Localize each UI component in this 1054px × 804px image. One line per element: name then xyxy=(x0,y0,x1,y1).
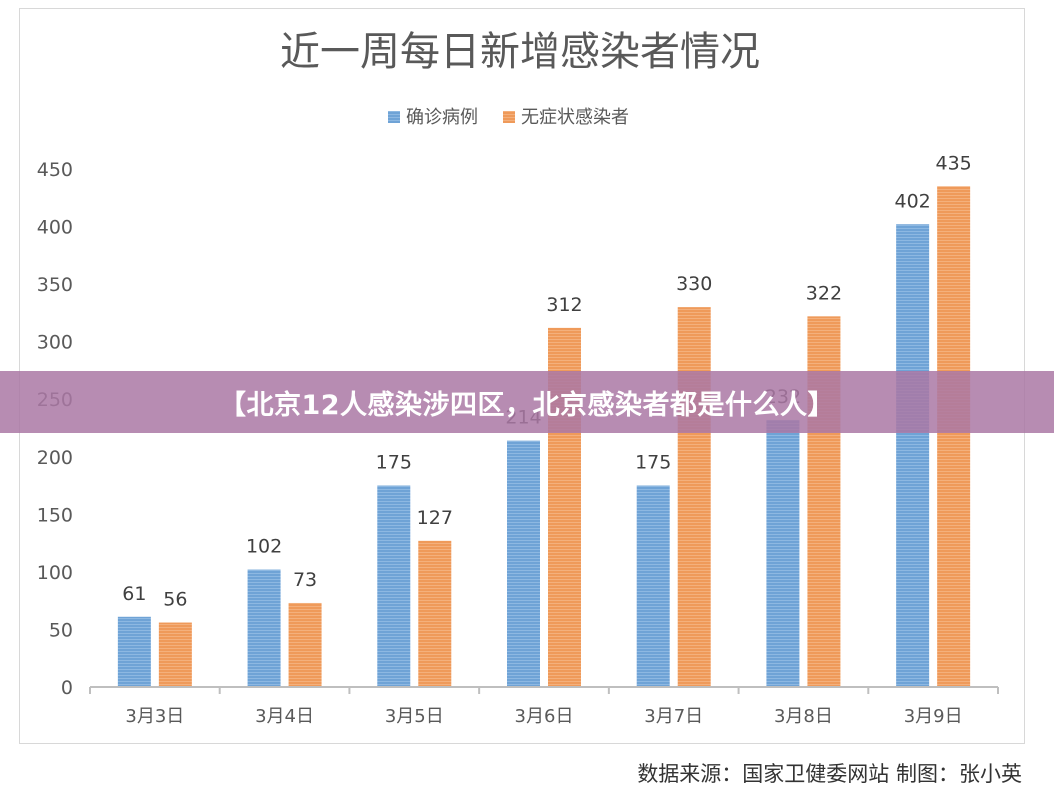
y-tick-label: 100 xyxy=(37,562,73,584)
legend-label-confirmed: 确诊病例 xyxy=(406,107,478,128)
x-axis: 3月3日 3月4日 3月5日 3月6日 3月7日 3月8日 3月9日 xyxy=(89,686,999,727)
data-label-confirmed: 102 xyxy=(246,536,282,558)
y-tick-label: 0 xyxy=(61,677,73,699)
bar-confirmed[interactable] xyxy=(896,224,930,687)
x-tick-label: 3月5日 xyxy=(385,706,444,727)
bar-asymptomatic[interactable] xyxy=(937,186,971,687)
y-tick-label: 200 xyxy=(37,447,73,469)
data-label-confirmed: 402 xyxy=(895,190,931,212)
chart-title: 近一周每日新增感染者情况 xyxy=(280,29,760,75)
bar-asymptomatic[interactable] xyxy=(288,602,322,687)
legend-label-asymptomatic: 无症状感染者 xyxy=(521,107,629,128)
y-tick-label: 350 xyxy=(37,274,73,296)
source-credit: 数据来源：国家卫健委网站 制图：张小英 xyxy=(637,762,1022,786)
data-label-asymptomatic: 127 xyxy=(417,507,453,529)
headline-text[interactable]: 【北京12人感染涉四区，北京感染者都是什么人】 xyxy=(218,389,836,421)
y-tick-label: 400 xyxy=(37,217,73,239)
x-tick-label: 3月7日 xyxy=(644,706,703,727)
x-tick-label: 3月8日 xyxy=(774,706,833,727)
bar-confirmed[interactable] xyxy=(766,419,800,687)
x-tick-label: 3月3日 xyxy=(125,706,184,727)
data-label-asymptomatic: 56 xyxy=(163,589,187,611)
x-tick-label: 3月9日 xyxy=(904,706,963,727)
data-label-asymptomatic: 73 xyxy=(293,569,317,591)
data-label-asymptomatic: 435 xyxy=(936,152,972,174)
data-label-asymptomatic: 312 xyxy=(546,294,582,316)
bar-asymptomatic[interactable] xyxy=(418,540,452,687)
headline-banner[interactable]: 【北京12人感染涉四区，北京感染者都是什么人】 xyxy=(0,371,1054,433)
legend-swatch-asymptomatic xyxy=(503,111,515,123)
bar-asymptomatic[interactable] xyxy=(677,307,711,687)
x-tick-label: 3月4日 xyxy=(255,706,314,727)
bar-confirmed[interactable] xyxy=(636,485,670,687)
data-label-confirmed: 61 xyxy=(122,583,146,605)
y-tick-label: 150 xyxy=(37,504,73,526)
bar-confirmed[interactable] xyxy=(247,569,281,687)
data-label-asymptomatic: 330 xyxy=(676,273,712,295)
y-tick-label: 450 xyxy=(37,159,73,181)
data-label-asymptomatic: 322 xyxy=(806,282,842,304)
legend-swatch-confirmed xyxy=(388,111,400,123)
bar-confirmed[interactable] xyxy=(507,440,540,687)
y-tick-label: 300 xyxy=(37,332,73,354)
bars xyxy=(117,186,971,687)
bar-asymptomatic[interactable] xyxy=(158,622,192,687)
x-tick-label: 3月6日 xyxy=(515,706,574,727)
data-label-confirmed: 175 xyxy=(376,452,412,474)
bar-confirmed[interactable] xyxy=(117,616,151,687)
bar-confirmed[interactable] xyxy=(377,485,411,687)
y-tick-label: 50 xyxy=(49,619,73,641)
data-label-confirmed: 175 xyxy=(635,452,671,474)
